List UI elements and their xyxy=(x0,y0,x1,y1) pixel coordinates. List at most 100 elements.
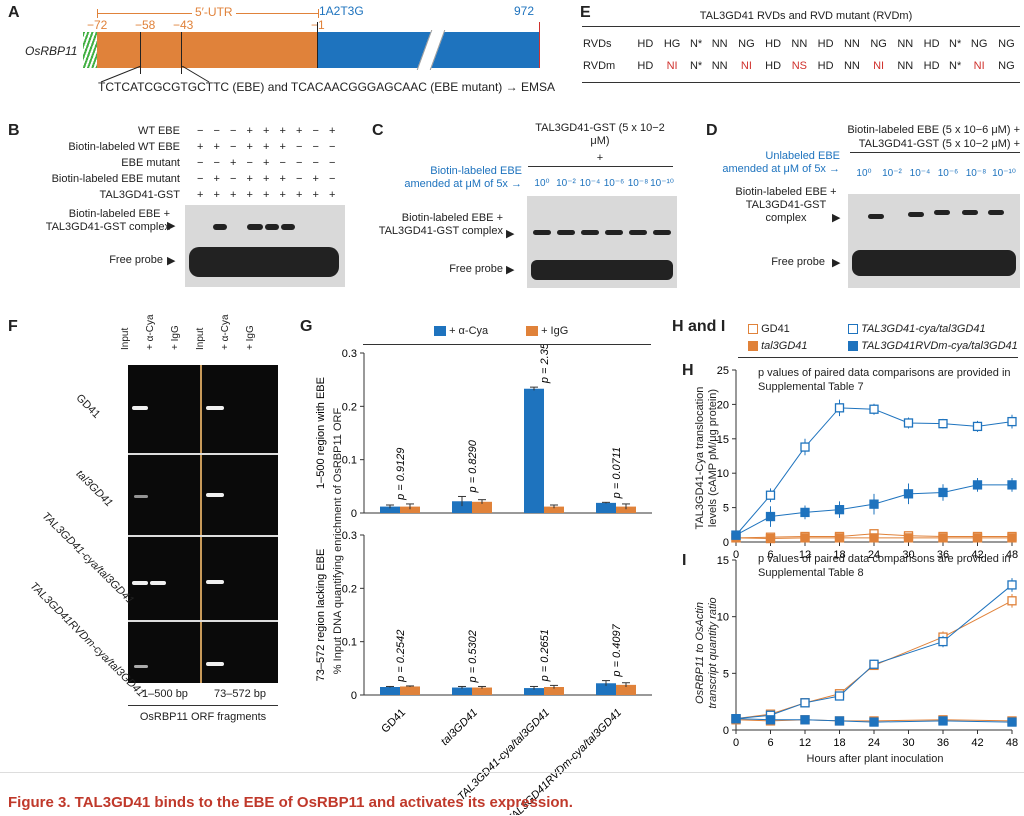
legend-igg-text: + IgG xyxy=(541,325,569,337)
ebe-line-right xyxy=(181,32,182,74)
data-point xyxy=(1007,416,1017,427)
lane-label: Input xyxy=(195,327,206,350)
hi-legend-gd41: GD41 xyxy=(748,323,790,335)
sign-cell: + xyxy=(329,125,336,137)
hi-legend-tal3cya: TAL3GD41-cya/tal3GD41 xyxy=(848,323,986,335)
data-point xyxy=(834,533,845,543)
lane-label: Input xyxy=(120,327,131,350)
rvd-cell: HG xyxy=(663,38,681,50)
legend-swatch-orange xyxy=(526,326,538,337)
data-point xyxy=(869,717,879,727)
panel-i-label: I xyxy=(682,552,687,569)
rvd-cell: N* xyxy=(949,38,962,50)
row-bio-wt: Biotin-labeled WT EBE xyxy=(68,141,180,153)
emsa-gel-c xyxy=(527,196,677,288)
f-row-tal3: tal3GD41 xyxy=(73,468,115,510)
legend-swatch-blue xyxy=(434,326,446,337)
sign-cell: − xyxy=(197,125,204,137)
data-point xyxy=(834,505,845,515)
data-point xyxy=(938,636,948,647)
panel-h-label: H xyxy=(682,362,694,379)
data-point xyxy=(1007,580,1017,590)
data-point xyxy=(834,691,845,701)
data-point xyxy=(1007,480,1017,490)
bar xyxy=(616,684,636,695)
tss-line xyxy=(317,22,318,68)
data-point xyxy=(1007,533,1017,543)
data-point xyxy=(869,659,879,669)
bar xyxy=(452,501,472,513)
data-point xyxy=(800,715,810,725)
conc-label: 10⁻² xyxy=(882,168,902,179)
rvdm-cell: N* xyxy=(949,60,962,72)
sign-cell: − xyxy=(329,141,336,153)
sign-cell: − xyxy=(230,125,237,137)
b-free-label: Free probe xyxy=(109,254,163,266)
rvdm-cell: NI xyxy=(973,60,985,72)
panel-hi-label: H and I xyxy=(672,318,726,335)
rvdm-cell: N* xyxy=(689,60,703,72)
ytick-label: 5 xyxy=(723,503,729,515)
category-label: tal3GD41 xyxy=(439,707,480,748)
ytick-label: 0 xyxy=(723,537,729,549)
sign-cell: − xyxy=(296,157,303,169)
conc-label: 10⁰ xyxy=(856,168,872,179)
rvdm-cell: NI xyxy=(740,60,752,72)
p-value: p = 0.2651 xyxy=(539,629,551,682)
data-point xyxy=(903,418,914,428)
sign-cell: − xyxy=(312,141,319,153)
xtick-label: 42 xyxy=(971,737,983,749)
bar xyxy=(596,683,616,695)
data-point xyxy=(938,533,948,543)
chip-gel xyxy=(128,365,278,683)
sign-cell: + xyxy=(213,141,220,153)
bar xyxy=(524,688,544,695)
c-amend: Biotin-labeled EBE amended at μM of 5x → xyxy=(404,165,522,190)
c-header: TAL3GD41-GST (5 x 10−2 μM) xyxy=(535,122,665,147)
row-tal-gst: TAL3GD41-GST xyxy=(99,189,181,201)
sign-cell: − xyxy=(312,125,319,137)
data-point xyxy=(800,533,810,543)
row-wt-ebe: WT EBE xyxy=(138,125,180,137)
sign-cell: − xyxy=(213,125,220,137)
row-bio-mut: Biotin-labeled EBE mutant xyxy=(51,173,180,185)
sign-row: + + − + + + − − − xyxy=(192,139,342,155)
f-lane-labels: Input + α-Cya + IgG Input + α-Cya + IgG xyxy=(120,314,278,364)
data-point xyxy=(1007,717,1017,727)
b-complex-label: Biotin-labeled EBE + TAL3GD41-GST comple… xyxy=(45,208,170,233)
sign-cell: + xyxy=(312,189,319,201)
ytick-label: 0.3 xyxy=(342,348,357,360)
rvd-cell: N* xyxy=(689,38,703,50)
rvdm-cell: NG xyxy=(998,60,1015,72)
sign-cell: − xyxy=(312,157,319,169)
data-point xyxy=(869,533,879,543)
category-label: GD41 xyxy=(379,707,408,736)
sign-cell: + xyxy=(279,173,286,185)
ytick-label: 10 xyxy=(717,468,729,480)
xtick-label: 36 xyxy=(937,549,949,561)
d-header2: TAL3GD41-GST (5 x 10−2 μM) + xyxy=(858,138,1020,150)
bar xyxy=(380,506,400,513)
ytick-label: 0.3 xyxy=(342,530,357,542)
sign-row: − + − + + + − + − xyxy=(192,171,342,187)
rvd-cell: NN xyxy=(897,38,914,50)
data-point xyxy=(972,533,983,543)
p-value: p = 0.9129 xyxy=(395,448,407,501)
sign-cell: − xyxy=(329,157,336,169)
c-conc-row: 10⁰ 10⁻² 10⁻⁴ 10⁻⁶ 10⁻⁸ 10⁻¹⁰ xyxy=(530,178,675,189)
data-point xyxy=(938,716,948,726)
f-frag1: 1–500 bp xyxy=(142,688,188,700)
bar xyxy=(544,506,564,513)
c-plus: + xyxy=(596,152,604,164)
conc-label: 10⁻⁴ xyxy=(909,168,931,179)
data-point xyxy=(834,716,845,726)
data-point xyxy=(800,507,810,518)
pos-43: −43 xyxy=(173,18,194,32)
gene-label: OsRBP11 xyxy=(25,44,78,58)
data-point xyxy=(765,511,776,522)
data-point xyxy=(1007,596,1017,606)
utr-bracket: 5′-UTR xyxy=(97,3,321,25)
lane-label: + α-Cya xyxy=(220,314,231,350)
sign-cell: + xyxy=(279,189,286,201)
xtick-label: 18 xyxy=(833,549,845,561)
